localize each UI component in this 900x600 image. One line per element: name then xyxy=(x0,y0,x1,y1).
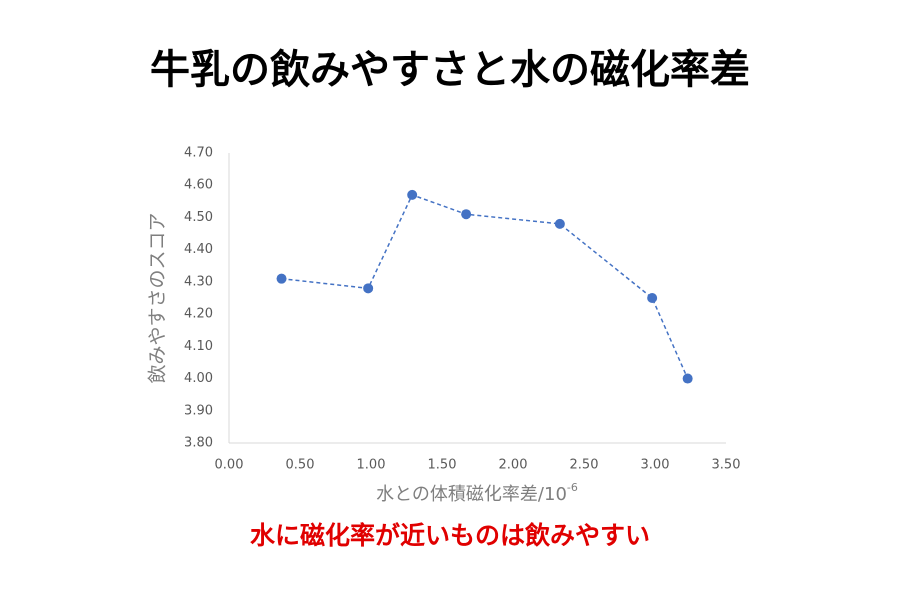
x-tick-label: 2.50 xyxy=(570,458,599,473)
y-tick-label: 4.10 xyxy=(184,339,213,354)
data-point xyxy=(363,283,374,294)
x-axis-label: 水との体積磁化率差/10-6 xyxy=(376,481,578,505)
x-tick-label: 3.00 xyxy=(641,458,670,473)
x-tick-label: 2.00 xyxy=(499,458,528,473)
y-tick-label: 4.00 xyxy=(184,371,213,386)
chart-title: 牛乳の飲みやすさと水の磁化率差 xyxy=(150,47,750,93)
y-axis-label: 飲みやすさのスコア xyxy=(147,212,169,383)
x-tick-label: 3.50 xyxy=(712,458,741,473)
x-axis-label-exponent: -6 xyxy=(567,481,578,494)
x-tick-label: 1.00 xyxy=(357,458,386,473)
data-point xyxy=(276,273,287,284)
y-tick-label: 3.80 xyxy=(184,436,213,451)
y-tick-label: 4.60 xyxy=(184,178,213,193)
data-point xyxy=(407,189,418,200)
annotation: 水に磁化率が近いものは飲みやすい xyxy=(250,521,650,550)
x-tick-label: 0.00 xyxy=(215,458,244,473)
data-point xyxy=(554,218,565,229)
series-line xyxy=(281,193,689,379)
x-axis-label-text: 水との体積磁化率差/10 xyxy=(376,484,567,505)
y-tick-label: 4.40 xyxy=(184,242,213,257)
data-point xyxy=(461,209,472,220)
y-tick-label: 4.20 xyxy=(184,307,213,322)
y-tick-label: 4.30 xyxy=(184,274,213,289)
y-tick-label: 4.70 xyxy=(184,146,213,161)
y-tick-label: 3.90 xyxy=(184,403,213,418)
y-tick-label: 4.50 xyxy=(184,210,213,225)
data-point xyxy=(647,293,658,303)
x-tick-label: 1.50 xyxy=(428,458,457,473)
x-tick-label: 0.50 xyxy=(286,458,315,473)
data-point xyxy=(682,373,693,384)
